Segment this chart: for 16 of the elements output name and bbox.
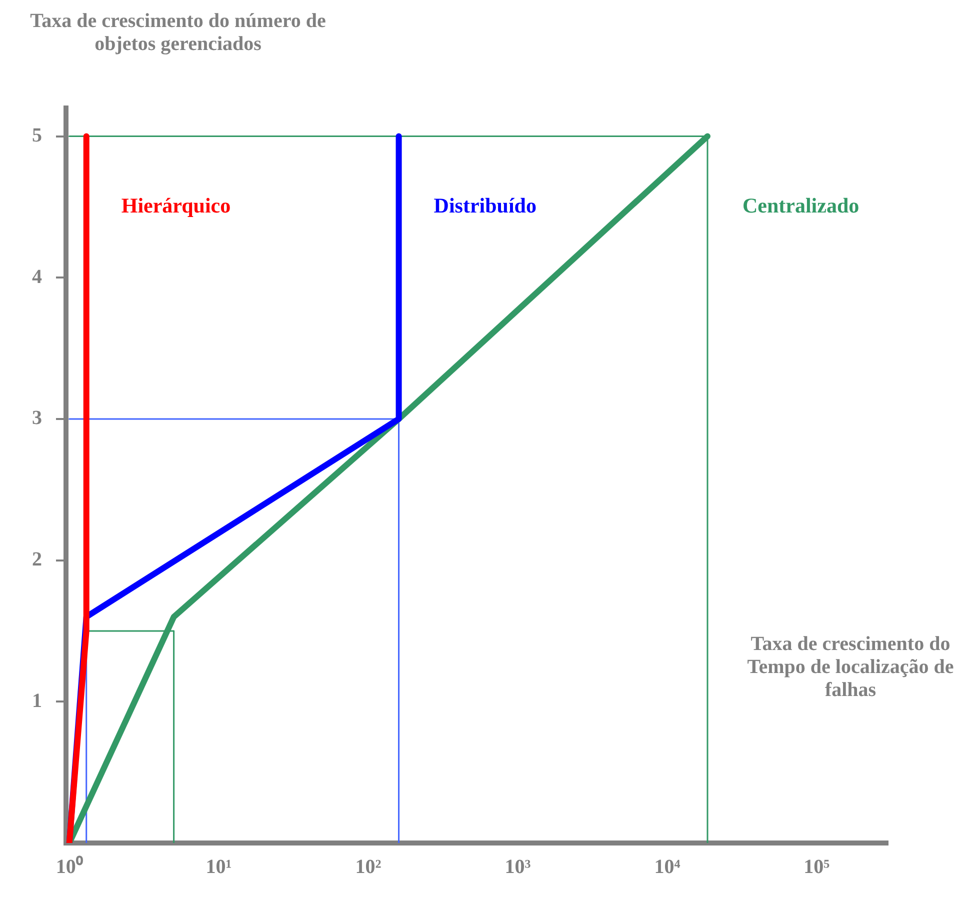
- x-axis-title: Taxa de crescimento do Tempo de localização de falhas: [746, 633, 955, 702]
- x-tick-label: 10⁵: [804, 856, 830, 878]
- y-tick-label: 3: [32, 407, 42, 430]
- x-tick-label: 10¹: [206, 856, 232, 878]
- text: Centralizado: [742, 193, 860, 218]
- series-label: Distribuído: [434, 193, 536, 218]
- x-tick-label: 10⁰: [56, 855, 83, 878]
- y-tick-label: 2: [32, 548, 42, 570]
- series-label: Hierárquico: [121, 193, 231, 218]
- x-tick-label: 10⁴: [654, 856, 680, 878]
- x-tick-label: 10²: [355, 856, 382, 878]
- y-tick-label: 5: [32, 124, 42, 146]
- y-axis-title: Taxa de crescimento do número de objetos gerenciados: [29, 10, 327, 56]
- x-tick-label: 10³: [504, 856, 531, 878]
- y-tick-label: 4: [32, 266, 42, 288]
- y-tick-label: 1: [32, 690, 42, 712]
